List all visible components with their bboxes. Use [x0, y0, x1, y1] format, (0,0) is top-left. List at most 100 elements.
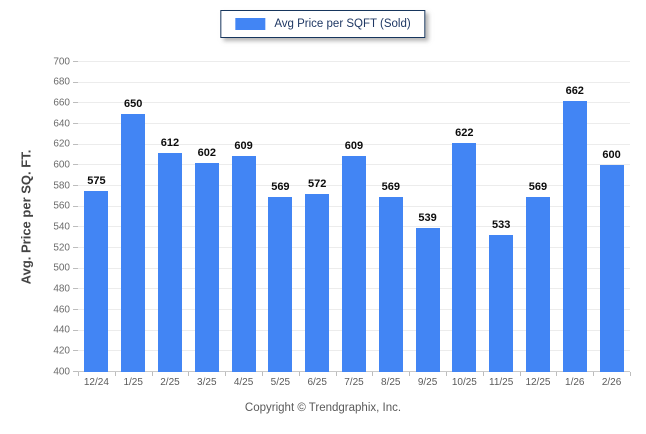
bar-value-label: 662 — [565, 85, 584, 98]
bar-11/25: 533 — [489, 219, 514, 372]
y-axis-tick-label: 560 — [53, 200, 70, 212]
bar-slot: 569 — [520, 62, 557, 372]
bar-slot: 539 — [409, 62, 446, 372]
x-axis-label: 2/26 — [601, 377, 622, 388]
x-axis-tick — [372, 372, 374, 376]
x-axis-tick — [556, 372, 558, 376]
y-axis-tick-label: 700 — [53, 56, 70, 67]
x-axis-tick — [262, 372, 263, 376]
y-axis-tick — [73, 164, 78, 166]
x-axis-label: 7/25 — [344, 377, 364, 388]
bar-value-label: 602 — [197, 147, 216, 160]
bar-value-label: 609 — [344, 140, 364, 153]
x-axis-label: 12/25 — [525, 377, 551, 388]
bar-slot: 662 — [556, 62, 593, 372]
x-axis-label: 6/25 — [307, 377, 327, 388]
legend: Avg Price per SQFT (Sold) — [220, 10, 426, 38]
bar-slot: 650 — [115, 62, 152, 372]
bar-7/25: 609 — [341, 140, 366, 372]
y-axis-tick-label: 500 — [53, 262, 70, 274]
x-axis-tick — [593, 372, 595, 376]
legend-label: Avg Price per SQFT (Sold) — [274, 18, 411, 30]
x-axis-tick — [225, 372, 227, 376]
bar-slot: 609 — [225, 62, 262, 372]
gridline: 620 — [53, 139, 630, 150]
bar-value-label: 569 — [381, 181, 400, 194]
bar-slot: 569 — [372, 62, 409, 372]
legend-swatch-icon — [235, 18, 266, 30]
bar-value-label: 600 — [602, 149, 621, 162]
gridline: 700 — [53, 56, 630, 67]
bar-value-label: 609 — [234, 140, 253, 153]
bar-slot: 575 — [78, 62, 115, 372]
y-axis-title: Avg. Price per SQ. FT. — [18, 149, 34, 285]
bar-slot: 533 — [483, 62, 520, 372]
x-axis-label: 1/25 — [123, 377, 143, 388]
x-axis-label: 8/25 — [381, 377, 401, 388]
y-axis-tick — [73, 61, 78, 62]
y-axis-tick — [73, 81, 78, 83]
x-axis-label: 10/25 — [451, 377, 477, 388]
bar-9/25: 539 — [415, 212, 440, 372]
y-axis-tick-label: 540 — [53, 221, 70, 233]
x-axis-tick — [151, 372, 153, 376]
x-axis-label: 1/26 — [565, 377, 585, 388]
bar-6/25: 572 — [305, 178, 330, 372]
bar-12/25: 569 — [525, 181, 550, 372]
x-axis-tick — [482, 372, 484, 376]
bar-3/25: 602 — [194, 147, 219, 372]
gridline: 640 — [53, 118, 630, 129]
bar-slot: 600 — [593, 62, 630, 372]
bar-value-label: 575 — [87, 175, 106, 188]
bar-4/25: 609 — [231, 140, 256, 372]
x-axis-label: 11/25 — [489, 377, 514, 388]
x-axis-tick — [409, 372, 411, 376]
x-axis-label: 4/25 — [233, 377, 254, 388]
x-axis-label: 12/24 — [83, 377, 109, 388]
x-axis-label: 3/25 — [197, 377, 217, 388]
x-axis-tick — [298, 372, 300, 376]
x-axis-label: 2/25 — [160, 377, 180, 388]
y-axis-tick-label: 460 — [53, 304, 70, 315]
gridline: 680 — [53, 77, 630, 88]
bar-value-label: 612 — [160, 136, 180, 149]
bar-value-label: 533 — [491, 218, 511, 231]
bar-value-label: 569 — [271, 181, 290, 194]
copyright-text: Copyright © Trendgraphix, Inc. — [244, 402, 402, 414]
y-axis-tick — [73, 247, 78, 248]
y-axis-tick-label: 600 — [53, 159, 70, 171]
y-axis-tick — [73, 185, 78, 186]
bar-slot: 612 — [152, 62, 189, 372]
x-axis-label: 5/25 — [270, 377, 291, 388]
bar-2/26: 600 — [599, 149, 624, 372]
y-axis-tick-label: 420 — [53, 345, 70, 357]
y-axis-tick — [73, 205, 78, 207]
y-axis-tick-label: 440 — [53, 324, 70, 336]
x-axis-tick — [630, 372, 631, 376]
plot-area: 400 420 440 460 480 500 520 540 560 580 600 620 640 6… — [53, 56, 631, 377]
gridline: 660 — [53, 97, 630, 108]
y-axis-tick — [73, 123, 78, 124]
bar-slot: 602 — [188, 62, 225, 372]
y-axis-tick — [73, 350, 78, 352]
bar-1/26: 662 — [562, 85, 587, 372]
bar-slot: 622 — [446, 62, 483, 372]
x-axis-tick — [335, 372, 337, 376]
y-axis-tick — [73, 102, 78, 104]
y-axis-tick — [73, 371, 78, 372]
y-axis-tick — [73, 309, 78, 310]
x-axis-tick — [519, 372, 521, 376]
bar-8/25: 569 — [378, 181, 403, 372]
bar-12/24: 575 — [84, 175, 109, 372]
bar-value-label: 539 — [418, 212, 437, 225]
y-axis-tick — [73, 226, 78, 228]
y-axis-tick-label: 680 — [53, 76, 70, 88]
y-axis-tick — [73, 143, 78, 145]
bar-value-label: 569 — [528, 181, 548, 194]
x-axis-label: 9/25 — [417, 377, 438, 388]
y-axis-tick-label: 520 — [53, 242, 70, 253]
y-axis-tick — [73, 288, 78, 290]
x-axis-tick — [446, 372, 447, 376]
y-axis-tick-label: 400 — [53, 366, 70, 377]
x-axis-tick — [188, 372, 190, 376]
